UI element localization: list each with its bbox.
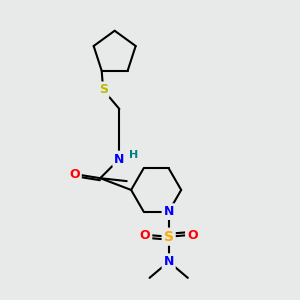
Text: N: N <box>164 255 174 268</box>
Text: H: H <box>129 151 138 160</box>
Text: O: O <box>69 168 80 181</box>
Text: O: O <box>140 229 150 242</box>
Text: N: N <box>114 152 124 166</box>
Text: O: O <box>187 229 197 242</box>
Text: S: S <box>99 83 108 96</box>
Text: S: S <box>164 230 174 244</box>
Text: N: N <box>164 205 174 218</box>
